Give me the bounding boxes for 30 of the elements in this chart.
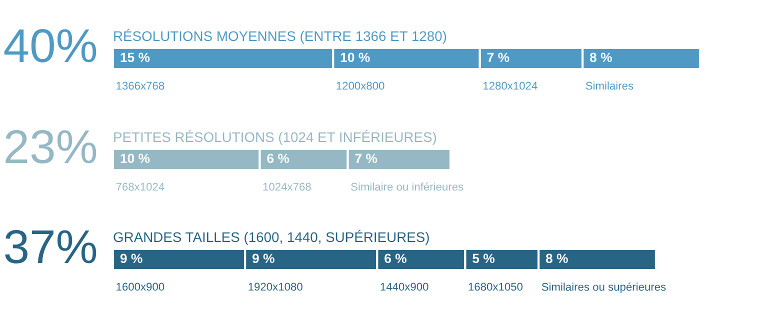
data-label: 6 % — [267, 154, 290, 164]
data-label: 9 % — [252, 254, 274, 264]
chart-title: GRANDES TAILLES (1600, 1440, SUPÉRIEURES) — [114, 230, 429, 245]
series-label: 1024x768 — [263, 182, 311, 191]
data-label: 6 % — [384, 254, 406, 264]
data-label: 5 % — [472, 254, 495, 264]
data-label: 8 % — [546, 254, 568, 264]
series-label: Similaires ou supérieures — [542, 282, 666, 293]
series-label: 1366x768 — [116, 82, 164, 90]
series-label: 768x1024 — [116, 182, 164, 191]
chart-title: RÉSOLUTIONS MOYENNES (ENTRE 1366 ET 1280) — [114, 28, 446, 44]
chart-title: PETITES RÉSOLUTIONS (1024 ET INFÉRIEURES) — [114, 130, 436, 145]
data-label: 10 % — [340, 52, 370, 62]
series-label: 1200x800 — [336, 82, 384, 90]
series-label: 1440x900 — [380, 282, 428, 291]
series-label: 1680x1050 — [468, 282, 523, 291]
data-label: 7 % — [355, 154, 378, 164]
series-label: 1600x900 — [116, 282, 164, 291]
series-label: 1920x1080 — [248, 282, 302, 291]
data-label: 9 % — [120, 254, 142, 264]
text: 23% — [6, 130, 96, 164]
series-label: Similaires — [586, 82, 634, 90]
data-label: 10 % — [120, 154, 150, 164]
data-label: 7 % — [487, 52, 510, 62]
series-label: 1280x1024 — [484, 82, 538, 90]
text: 40% — [4, 29, 96, 62]
text: 37% — [5, 230, 96, 264]
data-label: 15 % — [120, 52, 150, 62]
series-label: Similaire ou inférieures — [351, 182, 464, 191]
data-label: 8 % — [590, 52, 612, 62]
